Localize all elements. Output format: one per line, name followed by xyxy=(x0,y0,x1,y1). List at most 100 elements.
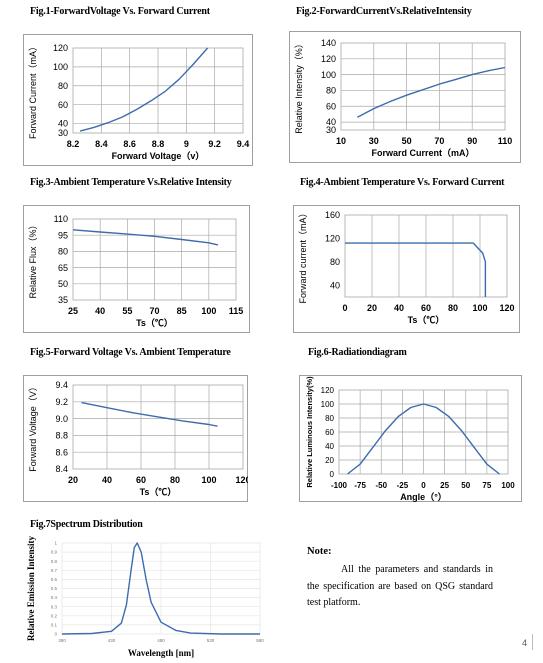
fig6-ytick-label: 40 xyxy=(325,442,334,451)
fig3-ytick-label: 65 xyxy=(58,263,68,273)
fig7-ytick-label: 0.1 xyxy=(51,622,58,627)
fig6-xtick-label: 0 xyxy=(421,481,426,490)
fig1-ytick-label: 40 xyxy=(58,119,68,129)
fig6-ytick-label: 120 xyxy=(321,386,335,395)
fig4-ytick-label: 160 xyxy=(325,210,340,220)
fig3-xtick-label: 100 xyxy=(201,306,216,316)
fig5-xtick-label: 40 xyxy=(102,475,112,485)
fig6-ytick-label: 20 xyxy=(325,456,334,465)
fig5-xtick-label: 80 xyxy=(170,475,180,485)
fig7-ytick-label: 0.2 xyxy=(51,613,58,618)
fig7-xtick-label: 480 xyxy=(157,638,165,643)
fig2-ytick-label: 80 xyxy=(326,86,336,96)
fig6-xtick-label: 25 xyxy=(440,481,449,490)
fig2-xlabel: Forward Current（mA） xyxy=(371,148,474,158)
fig4-ytick-label: 120 xyxy=(325,234,340,244)
fig4-xlabel: Ts（℃） xyxy=(408,315,445,325)
fig6-xtick-label: 75 xyxy=(482,481,491,490)
fig6-xtick-label: -100 xyxy=(331,481,348,490)
fig1-title: Fig.1-ForwardVoltage Vs. Forward Current xyxy=(30,6,210,17)
fig7-ytick-label: 0.7 xyxy=(51,568,58,573)
fig6-xtick-label: 100 xyxy=(501,481,515,490)
fig3-xtick-label: 115 xyxy=(229,306,244,316)
fig4-ytick-label: 40 xyxy=(330,280,340,290)
page-number: 4 xyxy=(522,638,528,648)
fig4-chart: 40 80 120 160 0 20 40 60 80 100 120 Ts（℃） Forward cu… xyxy=(293,205,520,333)
fig2-title: Fig.2-ForwardCurrentVs.RelativeIntensity xyxy=(296,6,472,17)
fig3-frame xyxy=(23,205,250,333)
fig6-frame xyxy=(299,375,522,502)
fig3-xtick-label: 55 xyxy=(122,306,132,316)
fig1-ytick-label: 60 xyxy=(58,100,68,110)
fig5-xtick-label: 100 xyxy=(201,475,216,485)
fig3-title: Fig.3-Ambient Temperature Vs.Relative In… xyxy=(30,177,232,188)
fig3-ytick-label: 80 xyxy=(58,247,68,257)
fig7-ytick-label: 0.9 xyxy=(51,550,58,555)
fig7-chart: 0 0.1 0.2 0.3 0.4 0.5 0.6 0.7 0.8 0.9 1 380 430 480 53… xyxy=(22,535,270,661)
fig5-ytick-label: 9.0 xyxy=(55,414,68,424)
fig3-xlabel: Ts（℃） xyxy=(136,318,173,328)
fig6-xtick-label: -75 xyxy=(354,481,366,490)
fig3-xtick-label: 25 xyxy=(68,306,78,316)
fig4-xtick-label: 20 xyxy=(367,303,377,313)
fig1-xtick-label: 8.6 xyxy=(123,139,136,149)
fig4-frame xyxy=(293,205,520,333)
fig7-ytick-label: 0.6 xyxy=(51,577,58,582)
note-body: All the parameters and standards in the … xyxy=(307,564,493,608)
fig5-plot-area xyxy=(72,384,244,470)
fig2-frame xyxy=(289,31,521,163)
fig1-xtick-label: 8.8 xyxy=(152,139,165,149)
fig6-chart: 0 20 40 60 80 100 120 -100 -75 -50 -25 0 25 50 75 100 An… xyxy=(299,375,522,502)
fig4-xtick-label: 60 xyxy=(421,303,431,313)
fig7-xtick-label: 380 xyxy=(58,638,66,643)
fig6-ytick-label: 0 xyxy=(330,470,335,479)
fig6-xtick-label: -50 xyxy=(375,481,387,490)
fig7-ytick-label: 0.8 xyxy=(51,559,58,564)
fig2-xtick-label: 30 xyxy=(369,136,379,146)
fig5-ylabel: Forward Voltage（V） xyxy=(28,382,38,472)
fig2-xtick-label: 70 xyxy=(434,136,444,146)
fig4-xtick-label: 40 xyxy=(394,303,404,313)
fig2-ylabel: Relative Intensity（%） xyxy=(294,39,304,134)
fig3-ylabel: Relative Flux（%） xyxy=(28,220,38,298)
fig3-ytick-label: 35 xyxy=(58,295,68,305)
fig6-xtick-label: -25 xyxy=(397,481,409,490)
fig3-ytick-label: 50 xyxy=(58,279,68,289)
fig7-xtick-label: 430 xyxy=(108,638,116,643)
fig2-ytick-label: 140 xyxy=(321,38,336,48)
fig6-title: Fig.6-Radiationdiagram xyxy=(308,347,407,358)
fig4-xtick-label: 80 xyxy=(448,303,458,313)
fig5-xtick-label: 60 xyxy=(136,475,146,485)
fig2-ytick-label: 40 xyxy=(326,117,336,127)
fig2-series-line xyxy=(357,66,506,118)
fig3-chart: 35 50 65 80 95 110 25 40 55 70 85 100 115 Ts（℃） Relati… xyxy=(23,205,250,333)
fig1-ytick-label: 80 xyxy=(58,81,68,91)
fig2-ytick-label: 60 xyxy=(326,101,336,111)
fig5-ytick-label: 9.2 xyxy=(55,397,68,407)
fig5-title: Fig.5-Forward Voltage Vs. Ambient Temper… xyxy=(30,347,231,358)
fig7-ytick-label: 1 xyxy=(54,541,57,546)
fig5-ytick-label: 8.8 xyxy=(55,431,68,441)
fig7-xtick-label: 530 xyxy=(207,638,215,643)
fig6-ytick-label: 100 xyxy=(321,400,335,409)
fig4-xtick-label: 0 xyxy=(342,303,347,313)
fig1-xlabel: Forward Voltage（v） xyxy=(112,151,205,161)
fig4-ytick-label: 80 xyxy=(330,257,340,267)
fig7-xlabel: Wavelength [nm] xyxy=(128,648,194,658)
fig7-ytick-label: 0.4 xyxy=(51,595,58,600)
fig3-xtick-label: 85 xyxy=(177,306,187,316)
fig5-xtick-label: 20 xyxy=(68,475,78,485)
fig2-xtick-label: 110 xyxy=(498,136,513,146)
fig7-title: Fig.7Spectrum Distribution xyxy=(30,519,143,530)
fig5-xlabel: Ts（℃） xyxy=(140,487,177,497)
fig1-ylabel: Forward Current（mA） xyxy=(28,42,38,139)
fig4-ylabel: Forward current（mA） xyxy=(298,208,308,303)
fig1-ytick-label: 30 xyxy=(58,128,68,138)
fig4-title: Fig.4-Ambient Temperature Vs. Forward Cu… xyxy=(300,177,505,188)
fig6-series-line xyxy=(347,403,500,475)
fig6-xlabel: Angle（°） xyxy=(400,492,447,502)
fig1-xtick-label: 9 xyxy=(184,139,189,149)
fig3-ytick-label: 95 xyxy=(58,230,68,240)
